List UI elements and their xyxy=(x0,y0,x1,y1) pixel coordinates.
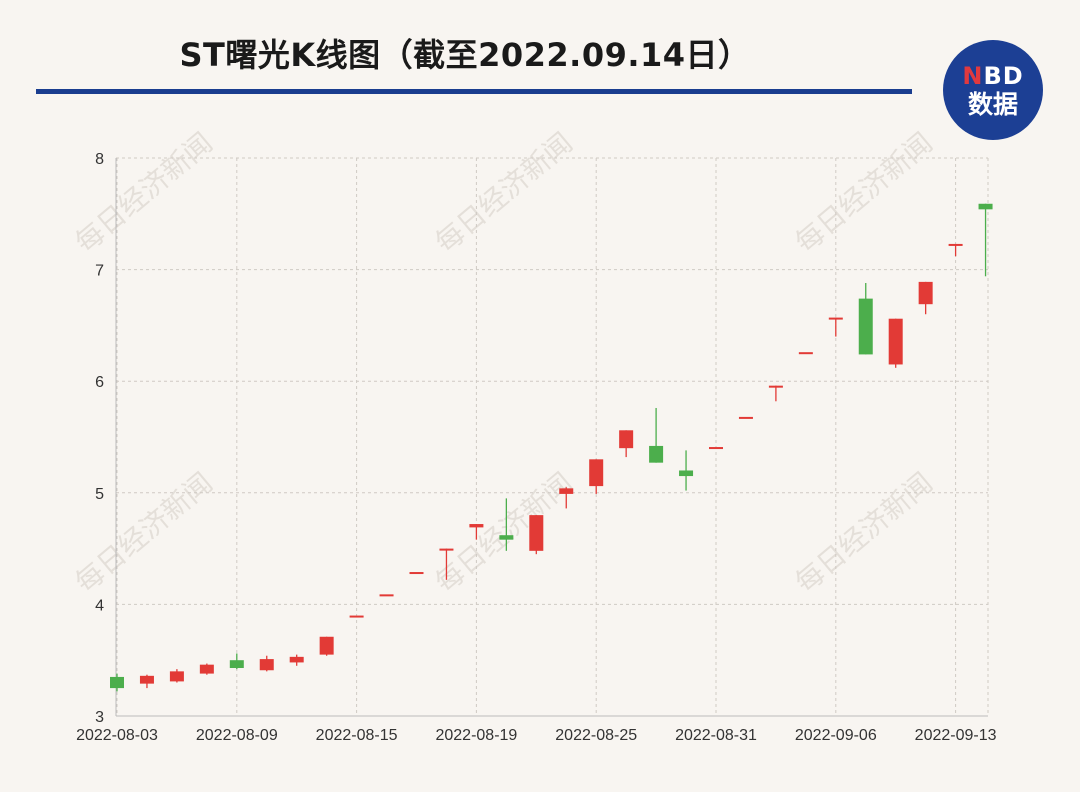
candle-body xyxy=(169,671,184,682)
candle xyxy=(559,487,574,509)
candle-body xyxy=(619,430,634,449)
y-tick-label: 8 xyxy=(95,151,104,168)
candle xyxy=(289,654,304,666)
watermark-text: 每日经济新闻 xyxy=(429,466,579,599)
candle-body xyxy=(768,385,783,388)
watermark-text: 每日经济新闻 xyxy=(429,126,579,259)
candle-body xyxy=(499,535,514,540)
candle xyxy=(978,203,993,277)
candle xyxy=(169,669,184,683)
candle xyxy=(349,615,364,618)
candle xyxy=(768,385,783,402)
x-tick-label: 2022-08-09 xyxy=(196,727,278,744)
candle xyxy=(110,673,124,692)
candle-body xyxy=(319,636,334,655)
candle xyxy=(649,407,664,463)
y-tick-label: 3 xyxy=(95,709,104,726)
x-tick-label: 2022-08-25 xyxy=(555,727,637,744)
x-tick-label: 2022-08-15 xyxy=(316,727,398,744)
candle-body xyxy=(948,243,963,246)
watermark-text: 每日经济新闻 xyxy=(69,466,219,599)
title-underline xyxy=(36,89,912,94)
candle xyxy=(738,416,753,419)
nbd-logo: NBD 数据 xyxy=(943,40,1043,140)
candle-body xyxy=(139,675,154,684)
candle-body xyxy=(409,572,424,575)
x-tick-label: 2022-09-06 xyxy=(795,727,877,744)
candle xyxy=(858,282,873,355)
watermark-text: 每日经济新闻 xyxy=(789,126,939,259)
candle xyxy=(379,594,394,597)
candle-body xyxy=(110,676,124,689)
candle-body xyxy=(349,615,364,618)
candle xyxy=(439,548,454,580)
watermark-text: 每日经济新闻 xyxy=(69,126,219,259)
candle xyxy=(499,498,514,551)
candle xyxy=(529,515,544,555)
y-tick-label: 5 xyxy=(95,486,104,503)
candle-body xyxy=(858,298,873,355)
candle-body xyxy=(379,594,394,597)
grid-lines xyxy=(116,157,989,716)
candle-body xyxy=(798,352,813,355)
y-tick-label: 7 xyxy=(95,263,104,280)
candle xyxy=(828,317,843,337)
candles-layer xyxy=(110,203,993,692)
axes: 3 4 5 6 7 8 2022-08-03 2022-08-09 2022-08-15 2022… xyxy=(76,151,997,744)
candle-body xyxy=(828,317,843,320)
candle-body xyxy=(289,656,304,663)
candle xyxy=(948,243,963,257)
x-tick-label: 2022-09-13 xyxy=(915,727,997,744)
logo-text-nbd: NBD xyxy=(962,61,1024,90)
candle-body xyxy=(888,318,903,365)
candle-body xyxy=(589,459,604,487)
candle-body xyxy=(439,548,454,551)
candle xyxy=(619,430,634,458)
watermark-text: 每日经济新闻 xyxy=(789,466,939,599)
candle-body xyxy=(259,659,274,671)
candle xyxy=(409,572,424,575)
candle xyxy=(798,352,813,355)
candle-body xyxy=(918,281,933,305)
y-tick-label: 6 xyxy=(95,374,104,391)
candle-body xyxy=(679,470,694,477)
x-tick-label: 2022-08-31 xyxy=(675,727,757,744)
candle xyxy=(709,447,723,450)
candle xyxy=(229,653,244,670)
candle-body xyxy=(229,660,244,669)
candle xyxy=(469,524,484,540)
candle xyxy=(888,318,903,368)
candle xyxy=(319,636,334,656)
candle-body xyxy=(559,488,574,494)
candle xyxy=(679,450,694,491)
candle-body xyxy=(709,447,723,450)
y-tick-label: 4 xyxy=(95,597,104,614)
candle-body xyxy=(199,664,214,674)
logo-text-data: 数据 xyxy=(967,89,1018,119)
candle xyxy=(589,459,604,494)
x-tick-label: 2022-08-19 xyxy=(435,727,517,744)
candle-body xyxy=(978,203,993,210)
x-tick-label: 2022-08-03 xyxy=(76,727,158,744)
candle-body xyxy=(529,515,544,551)
candle xyxy=(259,655,274,672)
candle-body xyxy=(469,524,484,528)
candle-body xyxy=(649,445,664,463)
candle xyxy=(139,674,154,689)
candle-body xyxy=(738,416,753,419)
candle xyxy=(199,663,214,675)
candle xyxy=(918,281,933,315)
page-title: ST曙光K线图（截至2022.09.14日） xyxy=(179,36,751,74)
